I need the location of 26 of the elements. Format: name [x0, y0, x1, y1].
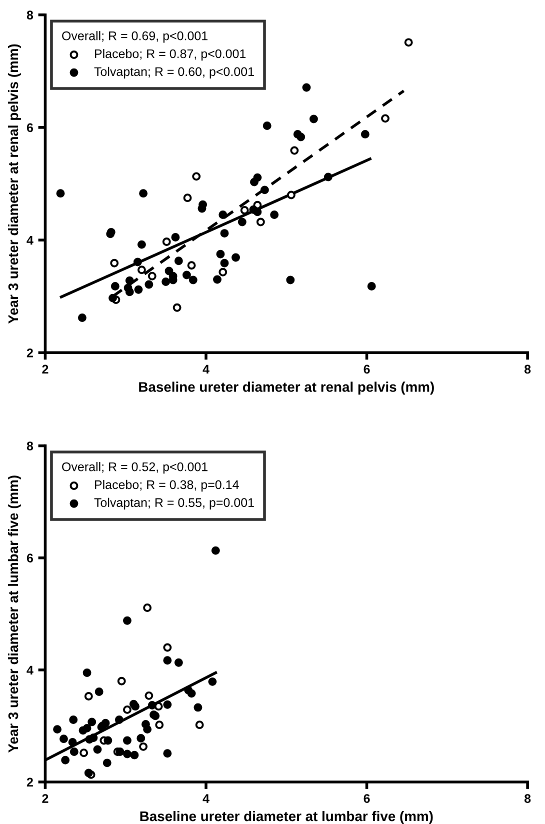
y-tick-label: 4 — [26, 236, 34, 245]
x-tick-label: 4 — [202, 364, 210, 374]
legend-title: Overall; R = 0.52, p<0.001 — [62, 462, 208, 474]
x-tick-label: 6 — [364, 364, 370, 374]
legend-label: Placebo; R = 0.38, p=0.14 — [95, 480, 239, 492]
y-tick-label: 8 — [26, 10, 34, 20]
y-tick-label: 4 — [26, 666, 34, 674]
y-axis-title: Year 3 ureter diameter at lumbar five (mm) — [8, 476, 21, 753]
y-tick-label: 8 — [26, 442, 34, 450]
x-tick-label: 2 — [42, 794, 48, 803]
x-axis-title: Baseline ureter diameter at renal pelvis (mm) — [139, 382, 434, 395]
legend-label: Placebo; R = 0.87, p<0.001 — [95, 48, 246, 61]
y-tick-label: 6 — [26, 123, 33, 132]
y-axis-title: Year 3 ureter diameter at renal pelvis (mm) — [8, 44, 21, 324]
x-tick-label: 4 — [202, 794, 210, 803]
x-tick-label: 8 — [524, 364, 531, 374]
x-axis-title: Baseline ureter diameter at lumbar five (mm) — [140, 810, 433, 824]
y-tick-label: 2 — [26, 778, 33, 787]
legend-label: Tolvaptan; R = 0.55, p=0.001 — [94, 498, 254, 510]
x-tick-label: 2 — [42, 364, 48, 374]
legend-label: Tolvaptan; R = 0.60, p<0.001 — [94, 66, 254, 79]
y-tick-label: 2 — [26, 348, 33, 358]
x-tick-label: 8 — [524, 794, 531, 803]
legend-title: Overall; R = 0.69, p<0.001 — [62, 31, 208, 43]
x-tick-label: 6 — [364, 794, 370, 803]
y-tick-label: 6 — [26, 554, 33, 562]
